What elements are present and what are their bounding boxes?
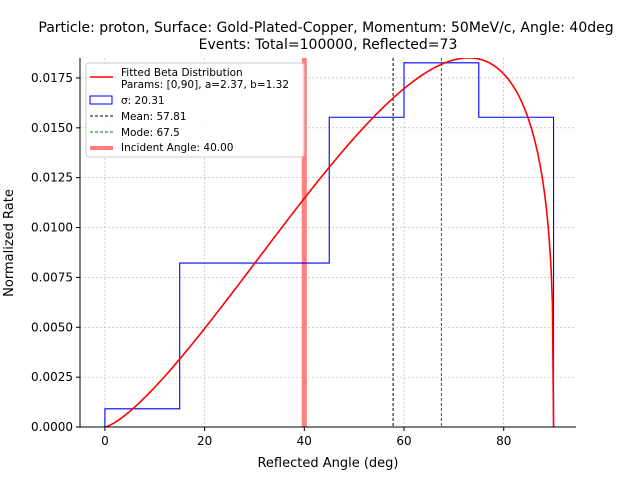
x-tick-label: 0 bbox=[101, 434, 109, 448]
histogram bbox=[104, 62, 555, 427]
legend-fit-label: Fitted Beta Distribution bbox=[121, 67, 243, 79]
x-tick-label: 60 bbox=[396, 434, 411, 448]
grid bbox=[80, 58, 576, 428]
legend: Fitted Beta Distribution Params: [0,90],… bbox=[85, 62, 305, 158]
y-tick-label: 0.0050 bbox=[31, 320, 73, 334]
ticks: 0 20 40 60 80 0.0000 0.0025 0.0050 0.0075 0.0100 0… bbox=[31, 71, 511, 448]
y-tick-label: 0.0175 bbox=[31, 71, 73, 85]
y-tick-label: 0.0125 bbox=[31, 171, 73, 185]
y-axis-label: Normalized Rate bbox=[2, 189, 17, 297]
beta-fit-curve bbox=[104, 58, 555, 427]
x-axis-label: Reflected Angle (deg) bbox=[257, 456, 398, 471]
legend-sigma-label: σ: 20.31 bbox=[121, 95, 165, 107]
x-tick-label: 40 bbox=[297, 434, 312, 448]
x-tick-label: 20 bbox=[197, 434, 212, 448]
legend-box bbox=[85, 62, 305, 158]
chart-subtitle: Events: Total=100000, Reflected=73 bbox=[199, 37, 458, 53]
reference-lines bbox=[392, 58, 442, 427]
y-tick-label: 0.0025 bbox=[31, 370, 73, 384]
fit-curve bbox=[104, 58, 555, 427]
histogram-step bbox=[104, 62, 555, 427]
y-tick-label: 0.0150 bbox=[31, 121, 73, 135]
legend-sigma-swatch bbox=[89, 95, 113, 105]
y-tick-label: 0.0075 bbox=[31, 270, 73, 284]
legend-mean-label: Mean: 57.81 bbox=[121, 111, 187, 123]
axes bbox=[79, 58, 576, 428]
legend-fit-params: Params: [0,90], a=2.37, b=1.32 bbox=[121, 79, 289, 91]
y-tick-label: 0.0000 bbox=[31, 420, 73, 434]
legend-incident-label: Incident Angle: 40.00 bbox=[121, 142, 234, 154]
chart-title: Particle: proton, Surface: Gold-Plated-C… bbox=[38, 20, 613, 36]
legend-mode-label: Mode: 67.5 bbox=[121, 127, 180, 139]
x-tick-label: 80 bbox=[496, 434, 511, 448]
y-tick-label: 0.0100 bbox=[31, 221, 73, 235]
